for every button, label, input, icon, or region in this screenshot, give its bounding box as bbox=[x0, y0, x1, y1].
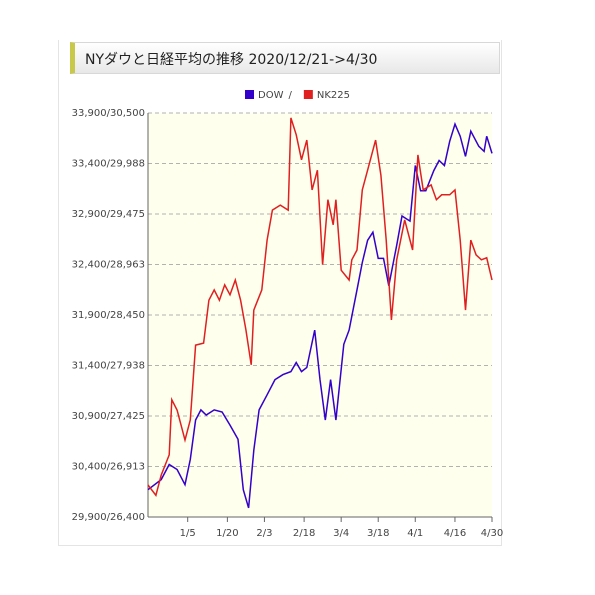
x-tick-label: 1/20 bbox=[216, 528, 238, 539]
legend-swatch bbox=[303, 90, 313, 99]
series-line bbox=[147, 121, 493, 509]
x-tick-label: 4/16 bbox=[444, 528, 466, 539]
legend-label: DOW bbox=[258, 90, 284, 101]
x-tick-label: 1/5 bbox=[180, 528, 196, 539]
series-line bbox=[147, 117, 493, 497]
title-bar: NYダウと日経平均の推移 2020/12/21->4/30 bbox=[70, 42, 500, 74]
legend-swatch bbox=[245, 90, 254, 99]
x-tick-label: 3/18 bbox=[367, 528, 389, 539]
y-tick-label: 33,400/29,988 bbox=[72, 159, 145, 170]
legend-separator: / bbox=[288, 90, 292, 101]
y-tick-label: 33,900/30,500 bbox=[72, 108, 145, 119]
y-tick-label: 32,900/29,475 bbox=[72, 209, 145, 220]
chart-title: NYダウと日経平均の推移 2020/12/21->4/30 bbox=[85, 52, 378, 68]
y-tick-label: 30,900/27,425 bbox=[72, 411, 145, 422]
y-tick-label: 31,900/28,450 bbox=[72, 310, 145, 321]
x-tick-label: 2/3 bbox=[256, 528, 272, 539]
x-tick-label: 3/4 bbox=[333, 528, 349, 539]
y-tick-label: 31,400/27,938 bbox=[72, 361, 145, 372]
x-tick-label: 4/30 bbox=[481, 528, 503, 539]
x-tick-label: 2/18 bbox=[293, 528, 315, 539]
legend-label: NK225 bbox=[317, 90, 350, 101]
y-tick-label: 29,900/26,400 bbox=[72, 512, 145, 523]
y-tick-label: 30,400/26,913 bbox=[72, 462, 145, 473]
x-tick-label: 4/1 bbox=[407, 528, 423, 539]
y-tick-label: 32,400/28,963 bbox=[72, 260, 145, 271]
chart-panel bbox=[58, 40, 502, 546]
